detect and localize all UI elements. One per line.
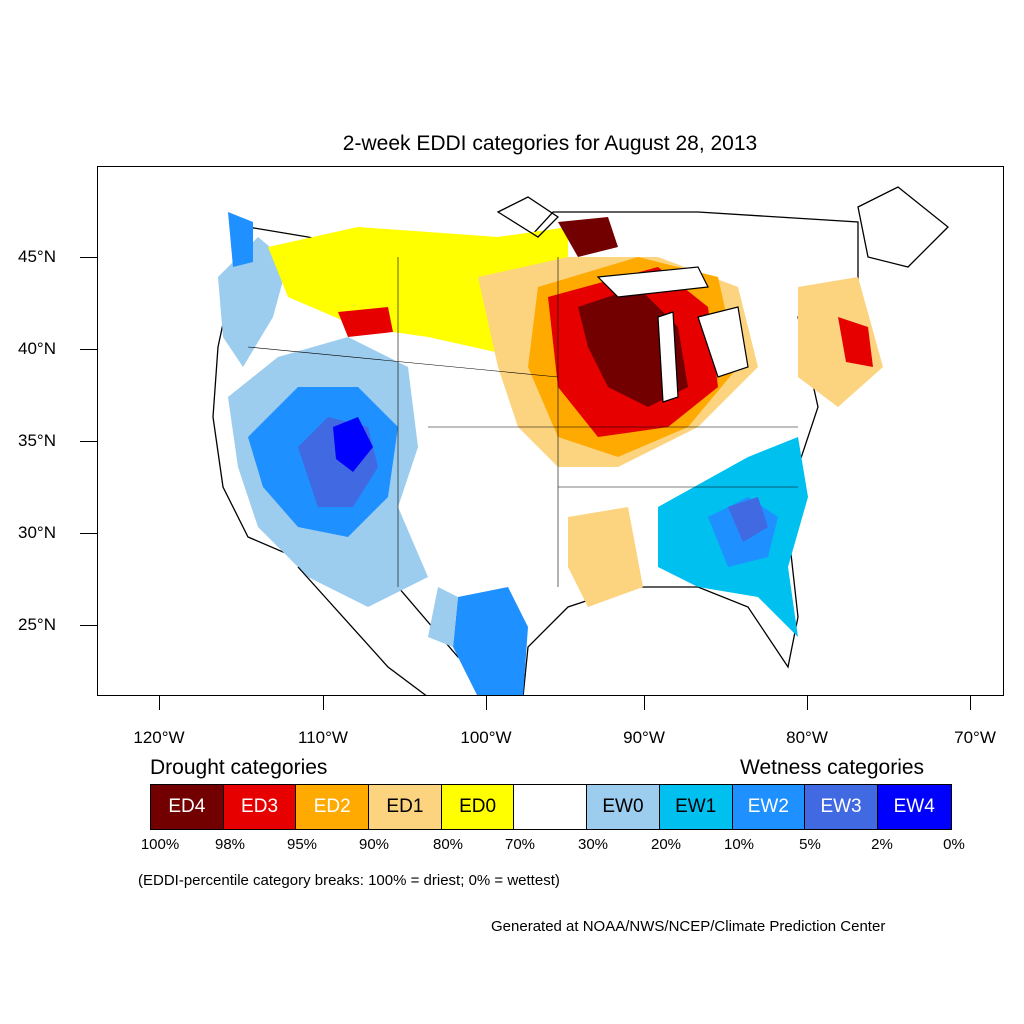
legend-break-label: 2% <box>871 836 893 853</box>
dry-region-lower-mississippi <box>568 507 643 607</box>
legend-drought-heading: Drought categories <box>150 756 328 779</box>
legend-break-label: 100% <box>140 836 180 853</box>
dry-region-new-england <box>838 317 873 367</box>
lake-michigan <box>657 311 679 403</box>
lat-tick <box>80 625 97 626</box>
wet-region-texas <box>453 587 528 695</box>
lat-tick <box>80 533 97 534</box>
lon-label-120w: 120°W <box>133 728 185 747</box>
wet-region-pacific-nw <box>218 237 288 367</box>
legend-break-label: 95% <box>286 836 318 853</box>
lake-huron <box>697 306 749 378</box>
lon-tick <box>323 696 324 710</box>
lon-label-100w: 100°W <box>460 728 512 747</box>
lat-tick <box>80 441 97 442</box>
legend-break-label: 10% <box>723 836 755 853</box>
dry-region-minnesota-ed4 <box>558 217 618 257</box>
legend-break-label: 80% <box>432 836 464 853</box>
map-title: 2-week EDDI categories for August 28, 20… <box>342 132 758 155</box>
mexico-outline <box>297 566 427 695</box>
legend-wetness-heading: Wetness categories <box>740 756 925 779</box>
wet-region-four-corners <box>333 417 373 472</box>
legend-break-label: 70% <box>504 836 536 853</box>
state-borders <box>247 257 798 587</box>
lat-label-40: 40°N <box>18 339 56 358</box>
eddi-map <box>97 166 1004 696</box>
legend-break-label: 20% <box>650 836 682 853</box>
legend-cell-neutral <box>514 785 588 829</box>
wet-region-texas-outer <box>428 587 458 647</box>
legend-cell-ew2: EW2 <box>732 785 806 829</box>
legend-cell-ed1: ED1 <box>369 785 442 829</box>
legend-break-label: 90% <box>358 836 390 853</box>
lon-tick <box>807 696 808 710</box>
lon-tick <box>970 696 971 710</box>
legend-cell-ed3: ED3 <box>223 785 297 829</box>
wet-region-carolinas <box>728 497 768 542</box>
lon-tick <box>486 696 487 710</box>
dry-region-northeast <box>798 277 883 407</box>
lon-label-90w: 90°W <box>623 728 665 747</box>
lon-label-70w: 70°W <box>954 728 996 747</box>
lat-tick <box>80 257 97 258</box>
lon-label-110w: 110°W <box>298 728 348 747</box>
legend-color-bar: ED4 ED3 ED2 ED1 ED0 EW0 EW1 EW2 EW3 EW4 <box>150 784 952 830</box>
eddi-map-graphic <box>212 186 949 695</box>
legend-note: (EDDI-percentile category breaks: 100% =… <box>138 872 560 889</box>
credit-line: Generated at NOAA/NWS/NCEP/Climate Predi… <box>491 918 886 935</box>
legend-cell-ew0: EW0 <box>587 785 660 829</box>
lake-superior <box>596 266 709 298</box>
wet-region-wa-coast <box>228 212 253 267</box>
lon-tick <box>159 696 160 710</box>
dry-region-montana <box>338 307 393 337</box>
legend-break-label: 0% <box>943 836 965 853</box>
legend-cell-ed2: ED2 <box>296 785 370 829</box>
legend-break-label: 5% <box>799 836 821 853</box>
legend-cell-ew1: EW1 <box>659 785 733 829</box>
legend-cell-ew4: EW4 <box>877 785 951 829</box>
lat-label-35: 35°N <box>18 431 56 450</box>
legend-break-label: 98% <box>214 836 246 853</box>
lat-tick <box>80 349 97 350</box>
canada-coast <box>496 186 949 268</box>
legend-break-label: 30% <box>577 836 609 853</box>
lon-label-80w: 80°W <box>786 728 828 747</box>
lon-tick <box>644 696 645 710</box>
lat-label-45: 45°N <box>18 247 56 266</box>
legend-cell-ew3: EW3 <box>805 785 878 829</box>
legend-cell-ed4: ED4 <box>151 785 224 829</box>
lat-label-30: 30°N <box>18 523 56 542</box>
lat-label-25: 25°N <box>18 615 56 634</box>
legend-cell-ed0: ED0 <box>441 785 515 829</box>
